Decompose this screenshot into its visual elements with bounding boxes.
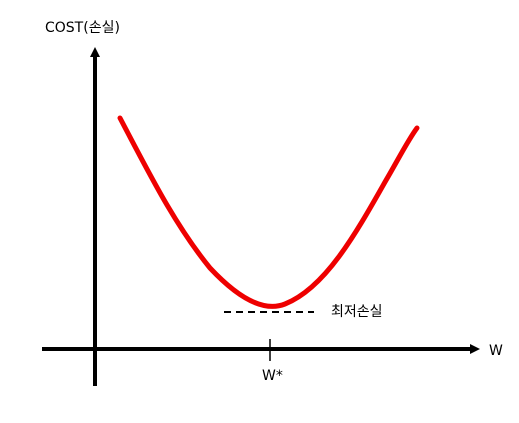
x-axis-label: W [489,343,503,359]
min-loss-label: 최저손실 [331,304,383,320]
cost-curve [117,115,420,309]
min-tick-label: W* [262,368,283,384]
y-axis-label: COST(손실) [45,20,120,36]
